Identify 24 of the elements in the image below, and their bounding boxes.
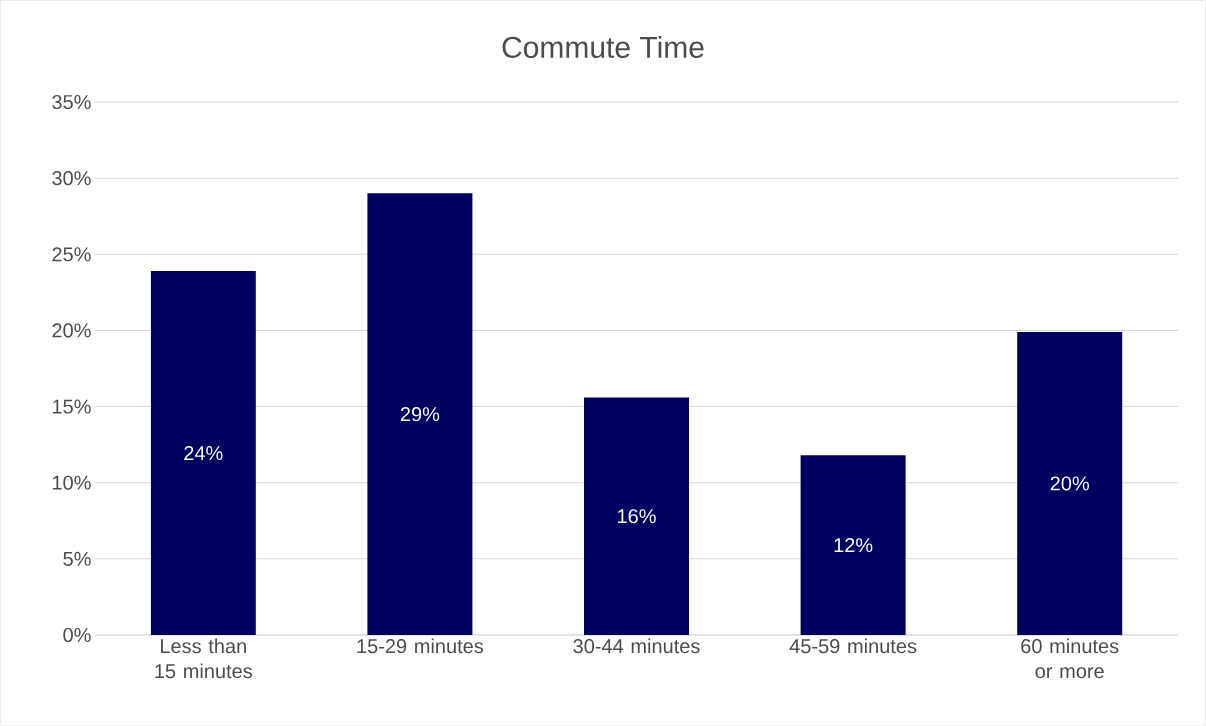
y-tick-label: 5% <box>63 551 91 566</box>
y-tick-label: 20% <box>52 323 91 338</box>
bar <box>800 455 906 635</box>
x-tick-label: 60 minutes or more <box>1021 638 1119 679</box>
data-label: 29% <box>400 407 440 422</box>
y-tick-label: 35% <box>52 94 91 110</box>
data-label: 16% <box>618 509 656 524</box>
y-tick-label: 30% <box>52 171 91 186</box>
x-tick-label: 30-44 minutes <box>573 638 700 654</box>
bar <box>584 397 690 635</box>
bar <box>150 271 256 635</box>
bar <box>1017 331 1123 635</box>
y-tick-label: 10% <box>52 475 91 490</box>
data-label: 12% <box>834 538 873 553</box>
y-tick-label: 0% <box>63 627 91 643</box>
y-tick-label: 15% <box>52 399 91 414</box>
chart-title: Commute Time <box>502 35 704 59</box>
x-tick-label: Less than 15 minutes <box>155 638 253 679</box>
x-tick-label: 45-59 minutes <box>789 638 917 654</box>
y-tick-label: 25% <box>52 247 91 262</box>
x-tick-label: 15-29 minutes <box>357 638 484 654</box>
bar <box>367 193 473 635</box>
data-label: 24% <box>184 445 223 461</box>
data-label: 20% <box>1050 476 1089 491</box>
